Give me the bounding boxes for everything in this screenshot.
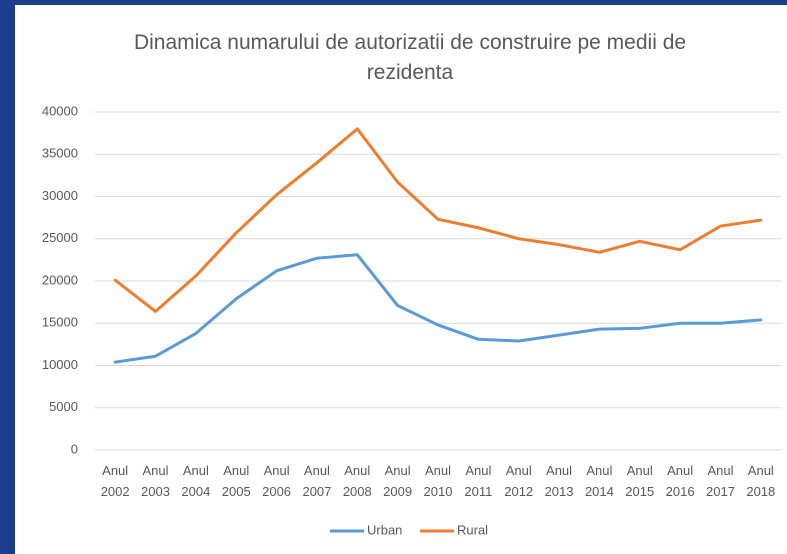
y-tick-label: 40000 bbox=[42, 103, 78, 118]
x-tick-label: Anul 2007 bbox=[302, 463, 332, 499]
y-tick-label: 25000 bbox=[42, 230, 78, 245]
x-tick-label: Anul 2008 bbox=[342, 463, 372, 499]
y-tick-label: 30000 bbox=[42, 188, 78, 203]
y-tick-label: 20000 bbox=[42, 272, 78, 287]
legend-label: Urban bbox=[367, 522, 402, 537]
chart-panel bbox=[15, 5, 787, 554]
x-tick-label: Anul 2013 bbox=[544, 463, 574, 499]
x-tick-label: Anul 2009 bbox=[383, 463, 413, 499]
y-tick-label: 5000 bbox=[49, 399, 78, 414]
x-tick-label: Anul 2014 bbox=[584, 463, 614, 499]
x-tick-label: Anul 2003 bbox=[141, 463, 170, 499]
y-tick-label: 15000 bbox=[42, 315, 78, 330]
chart-title: Dinamica numarului de autorizatii de con… bbox=[133, 31, 687, 84]
y-tick-label: 0 bbox=[71, 441, 78, 456]
x-tick-label: Anul 2006 bbox=[262, 463, 292, 499]
x-tick-label: Anul 2018 bbox=[746, 463, 776, 499]
x-tick-label: Anul 2015 bbox=[625, 463, 655, 499]
x-tick-label: Anul 2012 bbox=[504, 463, 534, 499]
x-tick-label: Anul 2004 bbox=[181, 463, 211, 499]
series-line bbox=[113, 253, 763, 364]
y-tick-label: 10000 bbox=[42, 357, 78, 372]
x-tick-label: Anul 2005 bbox=[221, 463, 251, 499]
x-tick-label: Anul 2016 bbox=[665, 463, 695, 499]
y-tick-label: 35000 bbox=[42, 146, 78, 161]
x-tick-label: Anul 2017 bbox=[706, 463, 735, 499]
legend-label: Rural bbox=[457, 522, 488, 537]
x-tick-label: Anul 2002 bbox=[100, 463, 130, 499]
x-tick-label: Anul 2011 bbox=[464, 463, 493, 499]
x-tick-label: Anul 2010 bbox=[423, 463, 453, 499]
series-line bbox=[113, 127, 763, 313]
